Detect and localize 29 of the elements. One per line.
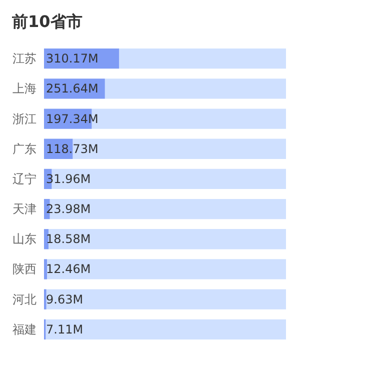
- y-tick-label: 江苏: [12, 52, 36, 66]
- bar: [44, 259, 48, 280]
- y-tick-label: 福建: [12, 322, 36, 336]
- y-tick-label: 上海: [12, 82, 36, 96]
- data-label: 251.64M: [46, 82, 98, 96]
- bar: [47, 259, 286, 280]
- y-tick-label: 广东: [12, 142, 36, 156]
- y-tick-label: 山东: [12, 232, 36, 246]
- y-tick-label: 河北: [12, 292, 36, 306]
- data-label: 12.46M: [46, 262, 91, 276]
- data-label: 18.58M: [46, 232, 91, 246]
- data-label: 23.98M: [46, 202, 91, 216]
- data-label: 310.17M: [46, 52, 98, 66]
- data-label: 197.34M: [46, 112, 98, 126]
- data-label: 7.11M: [46, 322, 84, 336]
- data-label: 9.63M: [46, 292, 84, 306]
- bar: [44, 229, 48, 250]
- bar: [119, 48, 286, 69]
- y-tick-label: 辽宁: [12, 172, 36, 186]
- bar: [104, 78, 286, 99]
- y-tick-label: 浙江: [12, 112, 36, 126]
- y-tick-label: 陕西: [12, 262, 36, 276]
- chart-title: 前10省市: [11, 12, 82, 31]
- data-label: 31.96M: [46, 172, 91, 186]
- data-label: 118.73M: [46, 142, 98, 156]
- bar: [48, 229, 286, 250]
- bar: [46, 319, 286, 340]
- bar: [46, 289, 286, 310]
- y-tick-label: 天津: [12, 202, 36, 216]
